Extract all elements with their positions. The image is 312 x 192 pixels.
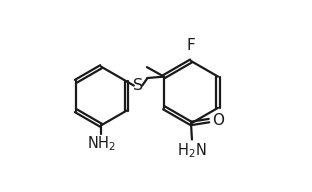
Text: H$_2$N: H$_2$N [177,142,207,160]
Text: S: S [133,78,143,93]
Text: F: F [187,38,195,53]
Text: O: O [212,113,224,128]
Text: NH$_2$: NH$_2$ [87,135,116,153]
